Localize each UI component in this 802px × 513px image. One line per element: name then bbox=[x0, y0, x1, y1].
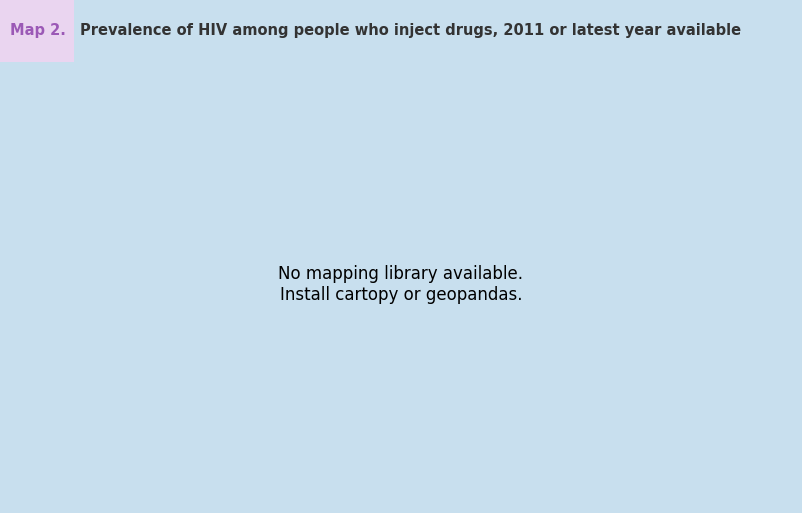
Text: Prevalence of HIV among people who inject drugs, 2011 or latest year available: Prevalence of HIV among people who injec… bbox=[80, 23, 741, 38]
Text: No mapping library available.
Install cartopy or geopandas.: No mapping library available. Install ca… bbox=[278, 265, 524, 304]
FancyBboxPatch shape bbox=[0, 0, 74, 62]
Text: Map 2.: Map 2. bbox=[10, 23, 66, 38]
